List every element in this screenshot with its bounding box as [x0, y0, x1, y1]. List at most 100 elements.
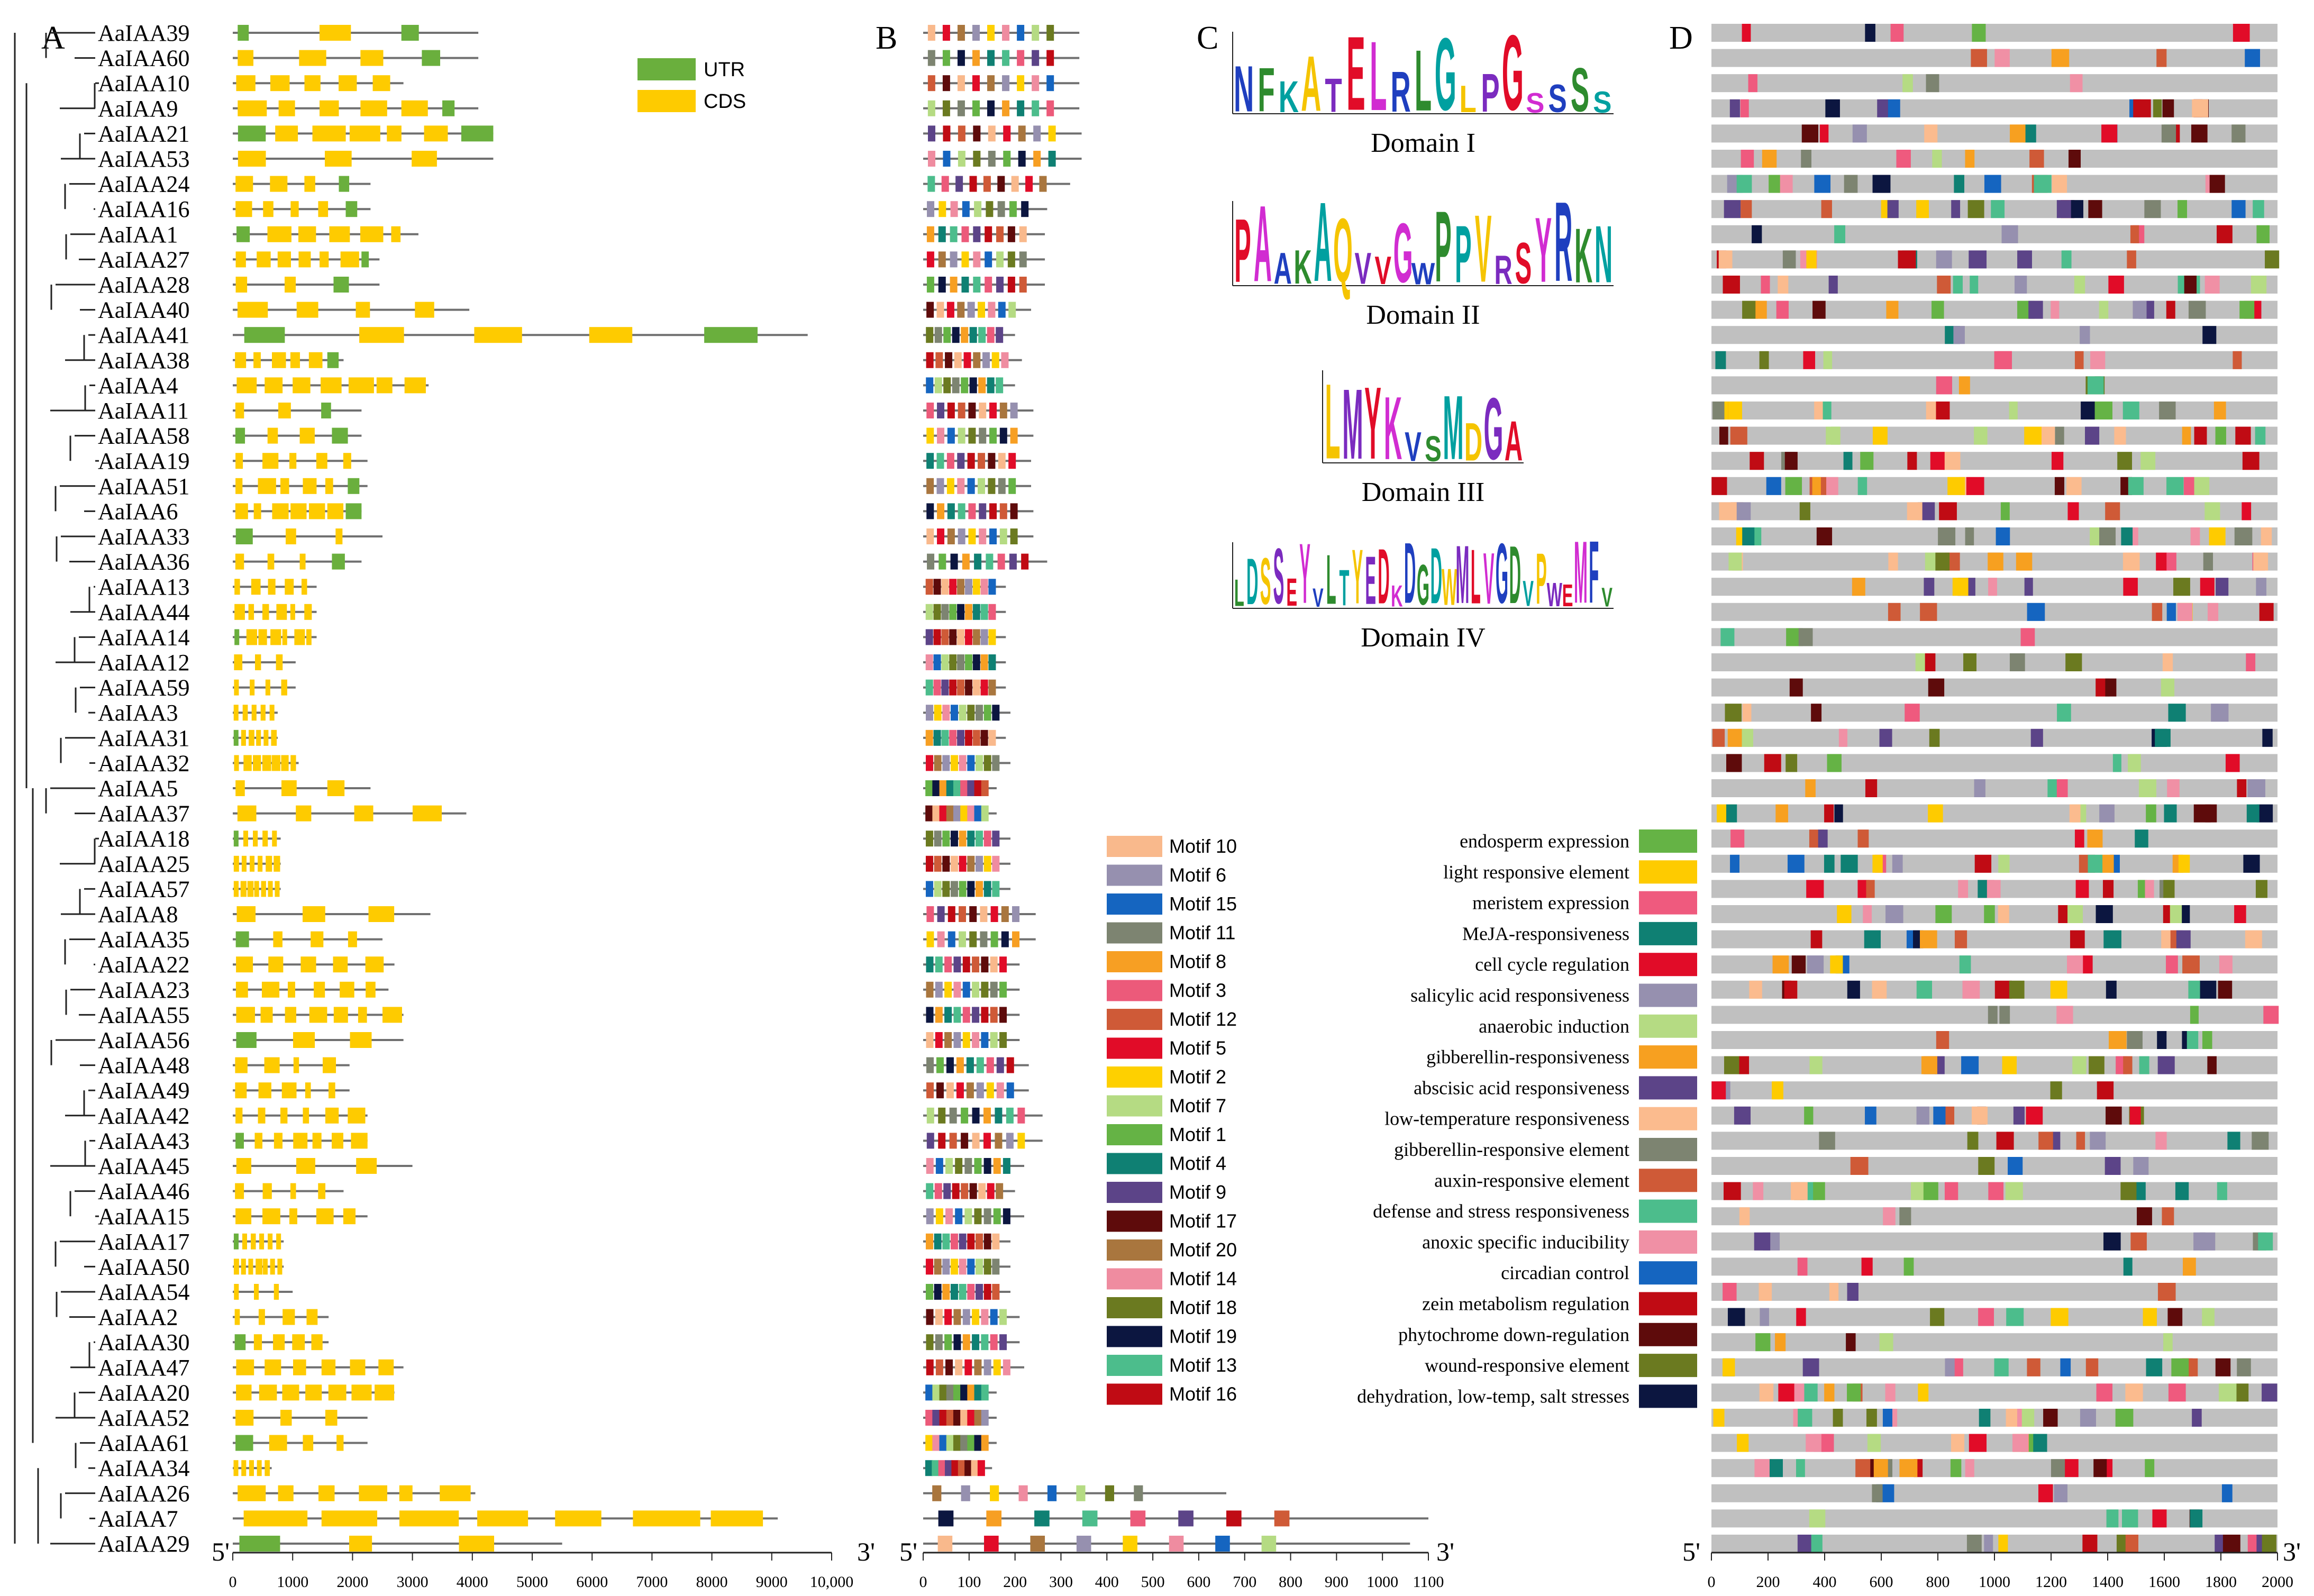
cds-block	[271, 755, 280, 771]
motif-block	[932, 1435, 940, 1451]
motif-block	[927, 100, 935, 116]
cis-element-block	[1806, 250, 1817, 269]
motif-block	[972, 1007, 980, 1023]
motif-block	[980, 654, 988, 670]
motif-block	[989, 403, 997, 418]
motif-block	[925, 604, 933, 620]
cds-block	[316, 1208, 334, 1225]
cis-element-block	[1883, 1207, 1896, 1226]
cis-element-block	[1811, 704, 1822, 722]
axis-tick-label: 1400	[2092, 1573, 2124, 1591]
cds-block	[309, 1007, 327, 1023]
cds-block	[236, 956, 253, 973]
motif-block	[934, 1258, 942, 1275]
cis-element-block	[2183, 477, 2194, 495]
logo-letter: D	[1464, 412, 1482, 472]
motif-block	[999, 1309, 1007, 1325]
panel-a-gene-structure: A AaIAA39AaIAA60AaIAA10AaIAA9AaIAA21AaIAA…	[14, 20, 875, 1591]
motif-block	[934, 327, 942, 343]
logo-letter: V	[1374, 249, 1391, 293]
domain-title: Domain I	[1371, 128, 1475, 158]
utr-block	[239, 1536, 280, 1552]
motif-block	[953, 1007, 961, 1023]
axis-tick-label: 300	[1049, 1573, 1073, 1591]
cis-element-block	[1728, 402, 1742, 419]
cds-block	[277, 1258, 283, 1275]
cds-block	[236, 75, 256, 92]
panel-label-a: A	[41, 20, 65, 56]
cis-legend-swatch	[1639, 891, 1697, 915]
motif-block	[935, 956, 943, 973]
motif-block	[980, 579, 988, 595]
promoter-bar	[1711, 980, 2277, 999]
motif-block	[953, 805, 961, 822]
cds-block	[285, 1007, 296, 1023]
motif-block	[950, 553, 958, 570]
motif-block	[942, 25, 950, 41]
gene-label: AaIAA32	[98, 750, 190, 776]
cds-block	[282, 629, 287, 645]
logo-letter: W	[1442, 558, 1457, 617]
cis-element-block	[2122, 552, 2140, 571]
cis-element-block	[1784, 452, 1798, 470]
cis-element-block	[1974, 779, 1985, 797]
motif-block	[980, 604, 988, 620]
motif-block	[925, 654, 933, 670]
motif-block	[943, 1183, 951, 1199]
cis-element-block	[1910, 1182, 1924, 1200]
motif-block	[944, 1032, 952, 1048]
cds-block	[263, 729, 269, 746]
cis-legend-swatch	[1639, 1138, 1697, 1161]
cis-element-block	[1718, 250, 1733, 269]
cds-block	[351, 1133, 368, 1149]
cis-element-block	[1988, 1182, 2004, 1200]
cis-element-block	[1785, 754, 1798, 772]
motif-block	[967, 855, 975, 872]
phylogenetic-tree	[14, 32, 99, 1545]
axis-five-prime: 5'	[899, 1537, 917, 1566]
cis-element-block	[1879, 728, 1892, 747]
cds-block	[356, 302, 370, 318]
motif-block	[988, 579, 996, 595]
cis-element-block	[2088, 200, 2102, 218]
motif-block	[960, 1435, 968, 1451]
motif-block	[967, 1258, 975, 1275]
motif-block	[958, 403, 965, 418]
cds-block	[318, 201, 329, 217]
cis-element-block	[2245, 49, 2261, 67]
cds-block	[301, 579, 307, 595]
motif-legend-label: Motif 10	[1169, 835, 1237, 857]
cds-block	[235, 1107, 243, 1124]
cds-block	[281, 679, 287, 696]
gene-label: AaIAA41	[98, 322, 190, 348]
motif-block	[948, 931, 955, 947]
motif-block	[962, 1007, 970, 1023]
motif-legend-label: Motif 8	[1169, 951, 1226, 972]
cis-element-block	[2157, 1056, 2175, 1074]
motif-block	[1012, 906, 1020, 922]
motif-block	[950, 831, 958, 847]
cis-element-block	[1724, 200, 1741, 218]
cis-element-block	[1872, 1484, 1883, 1502]
utr-block	[332, 427, 348, 444]
axis-tick-label: 4000	[457, 1573, 488, 1591]
motif-block	[981, 1435, 989, 1451]
motif-legend-swatch	[1107, 922, 1162, 944]
motif-block	[968, 528, 976, 544]
cis-legend-swatch	[1639, 1261, 1697, 1285]
cis-element-block	[1966, 477, 1984, 495]
motif-block	[926, 1309, 934, 1325]
cds-block	[290, 201, 299, 217]
cis-element-block	[2054, 1484, 2068, 1502]
cis-element-block	[1898, 250, 1916, 269]
motif-block	[981, 780, 989, 796]
cds-block	[290, 503, 307, 519]
cds-block	[268, 956, 284, 973]
cis-element-block	[1791, 1182, 1808, 1200]
cis-element-block	[2061, 250, 2072, 269]
cis-element-block	[2123, 1257, 2133, 1276]
cds-block	[360, 226, 384, 242]
motif-block	[974, 1410, 982, 1426]
cis-element-block	[1879, 1333, 1893, 1352]
cds-block	[242, 705, 248, 721]
